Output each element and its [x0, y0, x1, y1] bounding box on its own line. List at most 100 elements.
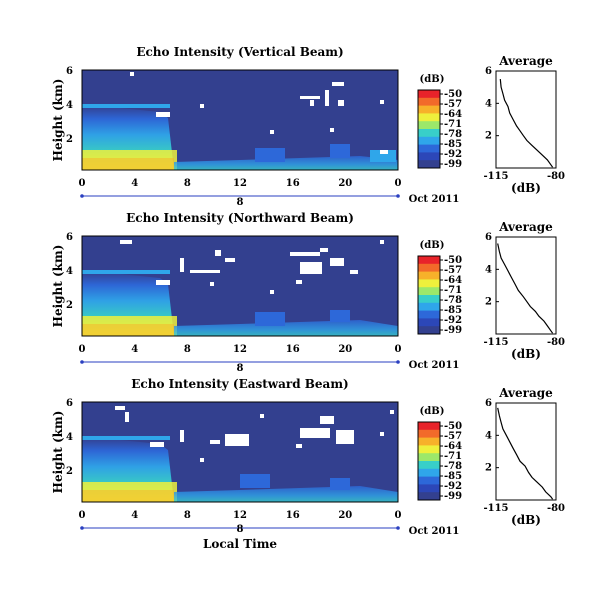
average-profile-chart: Average 6 4 2 -115 -80 (dB)	[483, 220, 565, 361]
colorbars: (dB)-50-57-64-71-78-85-92-99 (dB)-50-57-6…	[417, 74, 462, 502]
avg-y-tick-label: 6	[485, 398, 492, 409]
colorbar-swatch	[418, 256, 440, 265]
avg-frame	[495, 236, 557, 335]
colorbar-tick-label: -57	[444, 431, 462, 442]
plot-frame	[81, 69, 399, 171]
plot-frame	[81, 235, 399, 337]
date-label: Oct 2011	[409, 360, 460, 371]
date-label: Oct 2011	[409, 194, 460, 205]
avg-x-tick-label: -115	[483, 171, 508, 182]
colorbar-swatch	[418, 476, 440, 485]
avg-series-line	[497, 407, 554, 500]
colorbar-swatch	[418, 326, 440, 335]
x-tick-label: 16	[286, 178, 300, 189]
colorbar-tick-label: -99	[444, 491, 462, 502]
colorbar-swatch	[418, 113, 440, 122]
x-tick-label: 0	[79, 510, 86, 521]
colorbar-swatch	[418, 144, 440, 153]
colorbar-tick-label: -78	[444, 295, 462, 306]
avg-x-axis-label: (dB)	[511, 181, 541, 195]
avg-y-tick-label: 6	[485, 66, 492, 77]
colorbar-swatch	[418, 263, 440, 273]
x-tick-label: 12	[233, 510, 247, 521]
avg-x-axis-label: (dB)	[511, 513, 541, 527]
colorbar-frame	[417, 421, 441, 501]
colorbar-swatch	[418, 105, 440, 114]
x-tick-label: 8	[184, 344, 191, 355]
date-label: Oct 2011	[409, 526, 460, 537]
x-ticks: 0 4 8 12 16 20 0	[79, 510, 402, 521]
colorbar-swatch	[418, 287, 440, 296]
colorbar-swatch	[418, 90, 440, 99]
y-tick-label: 4	[66, 100, 73, 111]
heatmap-panel-vertical: Echo Intensity (Vertical Beam) 6	[51, 45, 459, 208]
x-tick-label: 0	[395, 344, 402, 355]
x-ticks: 0 4 8 12 16 20 0	[79, 178, 402, 189]
date-bar-label: 8	[237, 197, 244, 208]
x-tick-label: 16	[286, 344, 300, 355]
x-tick-label: 0	[395, 510, 402, 521]
avg-title: Average	[498, 386, 553, 400]
y-tick-label: 6	[66, 398, 73, 409]
colorbar-tick-label: -85	[444, 305, 462, 316]
heatmap-field	[82, 236, 398, 336]
colorbar-swatch	[418, 129, 440, 138]
colorbar-tick-label: -78	[444, 129, 462, 140]
y-tick-label: 6	[66, 66, 73, 77]
avg-x-tick-label: -115	[483, 337, 508, 348]
heatmap-field	[82, 402, 398, 502]
colorbar-swatch	[418, 310, 440, 319]
avg-y-tick-label: 4	[485, 98, 492, 109]
colorbar-swatch	[418, 271, 440, 280]
avg-y-tick-label: 2	[485, 131, 492, 142]
colorbar-tick-label: -78	[444, 461, 462, 472]
colorbar: (dB) -50-57-64-71-78-85-92-99	[417, 74, 462, 170]
avg-x-tick-label: -80	[547, 337, 565, 348]
colorbar-tick-label: -71	[444, 451, 462, 462]
avg-frame	[495, 70, 557, 169]
colorbar: (dB) -50-57-64-71-78-85-92-99	[417, 406, 462, 502]
colorbar-swatch	[418, 302, 440, 312]
colorbar-tick-label: -92	[444, 149, 462, 160]
x-tick-label: 12	[233, 344, 247, 355]
avg-series-line	[497, 243, 554, 334]
avg-x-tick-label: -115	[483, 503, 508, 514]
colorbar-swatch	[418, 461, 440, 470]
y-tick-label: 2	[66, 466, 73, 477]
panel-title: Echo Intensity (Eastward Beam)	[131, 377, 348, 391]
x-tick-label: 16	[286, 510, 300, 521]
y-tick-label: 2	[66, 134, 73, 145]
date-bar-label: 8	[237, 524, 244, 535]
colorbar-swatch	[418, 136, 440, 146]
plot-frame	[81, 401, 399, 503]
heatmap-panel-northward: Echo Intensity (Northward Beam)	[51, 211, 459, 374]
colorbar-frame	[417, 89, 441, 169]
colorbar-tick-label: -99	[444, 325, 462, 336]
colorbar: (dB) -50-57-64-71-78-85-92-99	[417, 240, 462, 336]
date-bar-label: 8	[237, 363, 244, 374]
colorbar-swatch	[418, 484, 440, 493]
y-tick-label: 4	[66, 432, 73, 443]
avg-title: Average	[498, 220, 553, 234]
avg-y-tick-label: 2	[485, 463, 492, 474]
colorbar-swatch	[418, 160, 440, 169]
x-tick-label: 12	[233, 178, 247, 189]
x-tick-label: 8	[184, 510, 191, 521]
colorbar-frame	[417, 255, 441, 335]
colorbar-unit: (dB)	[420, 74, 445, 85]
colorbar-unit: (dB)	[420, 240, 445, 251]
colorbar-tick-label: -64	[444, 275, 462, 286]
x-tick-label: 20	[338, 344, 352, 355]
colorbar-tick-label: -99	[444, 159, 462, 170]
avg-x-tick-label: -80	[547, 503, 565, 514]
panel-title: Echo Intensity (Vertical Beam)	[136, 45, 343, 59]
colorbar-tick-label: -64	[444, 441, 462, 452]
heatmap-panel-eastward: Echo Intensity (Eastward Beam)	[51, 377, 459, 551]
panel-title: Echo Intensity (Northward Beam)	[126, 211, 354, 225]
y-axis-label: Height (km)	[51, 411, 65, 494]
y-axis-label: Height (km)	[51, 245, 65, 328]
y-axis-label: Height (km)	[51, 79, 65, 162]
y-tick-label: 2	[66, 300, 73, 311]
colorbar-swatch	[418, 492, 440, 501]
colorbar-tick-label: -85	[444, 471, 462, 482]
